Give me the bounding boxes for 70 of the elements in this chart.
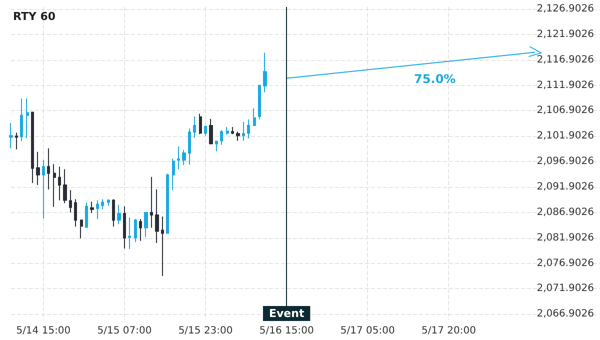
candlestick [220, 130, 223, 146]
candlestick [161, 216, 164, 277]
candlestick [226, 126, 229, 136]
candlestick [150, 176, 153, 228]
candlestick [242, 121, 245, 142]
candlestick [128, 217, 131, 250]
candlestick [53, 164, 56, 208]
y-tick-label: 2,101.9026 [536, 130, 594, 142]
candlestick [172, 158, 175, 191]
candlestick [101, 198, 104, 210]
x-tick-label: 5/16 15:00 [259, 326, 314, 336]
candlestick [36, 151, 40, 186]
candlestick [47, 148, 50, 190]
y-tick-label: 2,071.9026 [536, 283, 594, 294]
candlestick [144, 212, 148, 238]
candlestick [112, 198, 115, 228]
candlestick [134, 218, 137, 242]
candlestick [253, 108, 256, 126]
candlestick [74, 198, 77, 228]
y-tick-label: 2,081.9026 [536, 232, 594, 244]
candlestick [90, 201, 94, 214]
candlestick [31, 111, 34, 184]
y-tick-label: 2,121.9026 [536, 28, 594, 40]
y-tick-label: 2,096.9026 [536, 156, 594, 168]
y-tick-label: 2,091.9026 [536, 182, 594, 193]
candlestick [199, 113, 202, 135]
candlestick [215, 140, 218, 152]
candlestick [231, 126, 234, 135]
candlestick [204, 124, 207, 136]
candlestick [209, 118, 213, 144]
candlestick [26, 98, 29, 139]
x-tick-label: 5/14 15:00 [16, 326, 71, 336]
y-tick-label: 2,116.9026 [536, 54, 594, 66]
chart-title: RTY 60 [13, 10, 56, 23]
y-tick-label: 2,076.9026 [536, 258, 594, 269]
candlestick [96, 200, 99, 220]
candlestick [177, 146, 180, 170]
candlestick [188, 128, 191, 166]
x-tick-label: 5/17 05:00 [340, 326, 395, 336]
y-tick-label: 2,086.9026 [536, 206, 594, 218]
candlestick [182, 149, 186, 166]
candlestick [85, 202, 88, 228]
candlestick [15, 132, 18, 150]
candlestick [69, 190, 72, 213]
candlestick [117, 204, 121, 225]
candlestick [80, 220, 83, 239]
candlestick [9, 122, 13, 149]
candlestick [236, 131, 240, 142]
x-tick-label: 5/15 23:00 [178, 326, 233, 336]
candlestick [193, 116, 196, 138]
candlestick [166, 173, 169, 234]
candlestick [58, 166, 61, 201]
y-tick-label: 2,066.9026 [536, 308, 594, 320]
candlestick [123, 206, 126, 250]
candlestick [107, 198, 110, 206]
x-tick-label: 5/15 07:00 [97, 326, 152, 336]
candlestick [63, 168, 67, 204]
candlestick [42, 160, 45, 220]
y-tick-label: 2,106.9026 [536, 105, 594, 116]
x-tick-label: 5/17 20:00 [421, 326, 476, 336]
candlestick [20, 98, 23, 142]
y-tick-label: 2,126.9026 [536, 4, 594, 15]
candlestick [155, 189, 159, 244]
ref-line-label: Event [268, 307, 304, 320]
candlestick [139, 218, 142, 242]
candlestick [263, 52, 267, 93]
y-tick-label: 2,111.9026 [536, 80, 594, 91]
annotation: 75.0% [414, 72, 456, 86]
candlestick [247, 118, 250, 139]
candlestick [258, 84, 261, 120]
